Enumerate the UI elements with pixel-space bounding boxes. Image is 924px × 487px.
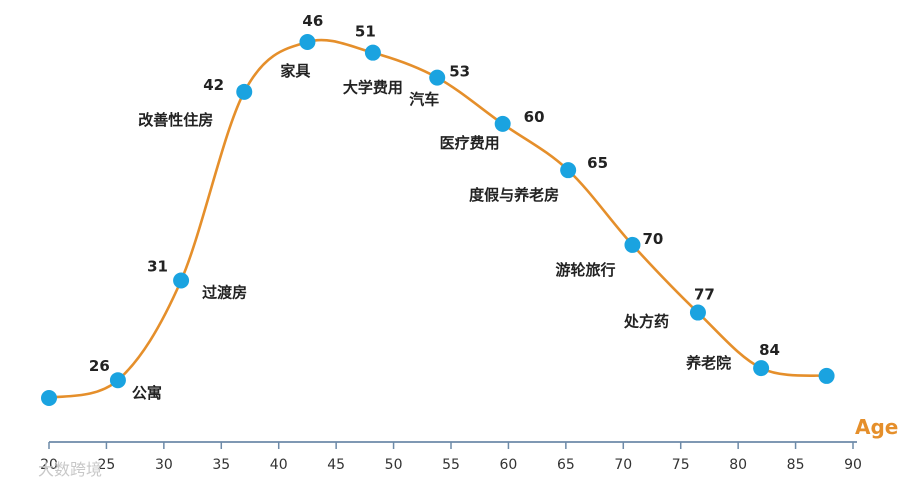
- data-point: [41, 390, 57, 406]
- data-point: [236, 83, 253, 100]
- event-label: 养老院: [685, 354, 731, 372]
- age-label: 46: [302, 12, 323, 30]
- x-tick-label: 70: [614, 457, 632, 473]
- age-label: 65: [587, 154, 608, 172]
- event-label: 汽车: [409, 91, 439, 109]
- data-point: [753, 360, 770, 377]
- x-tick-label: 30: [155, 457, 173, 473]
- event-label: 家具: [280, 62, 310, 80]
- data-point: [429, 69, 446, 86]
- age-label: 77: [694, 286, 715, 304]
- data-point: [818, 367, 835, 384]
- watermark: 大数跨境: [38, 460, 102, 479]
- age-label: 42: [203, 76, 224, 94]
- data-point: [109, 372, 126, 389]
- x-tick-label: 50: [385, 457, 403, 473]
- age-label: 60: [524, 108, 545, 126]
- event-label: 度假与养老房: [469, 186, 559, 204]
- data-point: [364, 44, 381, 61]
- x-tick-label: 75: [672, 457, 690, 473]
- event-label: 处方药: [623, 313, 669, 331]
- data-point: [689, 304, 706, 321]
- event-label: 改善性住房: [138, 111, 213, 129]
- x-tick-label: 90: [844, 457, 862, 473]
- x-tick-label: 80: [729, 457, 747, 473]
- x-axis: 20 25 30 35 40 45 50 55 60 65 70 75 80 85 90: [40, 441, 862, 473]
- age-label: 26: [89, 357, 110, 375]
- x-tick-label: 35: [212, 457, 230, 473]
- event-label: 大学费用: [343, 79, 403, 97]
- data-point: [624, 236, 641, 253]
- event-label: 医疗费用: [440, 134, 500, 152]
- plot-area: 26 公寓 31 过渡房 42 改善性住房 46 家具 51 大学费用 53 汽车 60 医疗费用 65 度假…: [41, 12, 835, 406]
- x-tick-label: 65: [557, 457, 575, 473]
- event-label: 过渡房: [202, 284, 247, 302]
- event-label: 公寓: [132, 384, 162, 402]
- x-tick-label: 85: [787, 457, 805, 473]
- x-tick-label: 40: [270, 457, 288, 473]
- x-tick-label: 25: [98, 457, 116, 473]
- age-label: 70: [642, 230, 663, 248]
- data-point: [299, 34, 316, 50]
- x-axis-title: Age: [855, 415, 898, 439]
- x-tick-label: 45: [327, 457, 345, 473]
- data-point: [173, 272, 190, 289]
- age-label: 53: [449, 63, 470, 81]
- event-label: 游轮旅行: [555, 261, 615, 279]
- x-tick-label: 20: [40, 457, 58, 473]
- x-tick-label: 60: [500, 457, 518, 473]
- age-label: 31: [147, 258, 168, 276]
- age-label: 84: [759, 341, 780, 359]
- age-label: 51: [355, 23, 376, 41]
- data-point: [560, 162, 577, 179]
- data-point: [494, 115, 511, 132]
- x-tick-label: 55: [442, 457, 460, 473]
